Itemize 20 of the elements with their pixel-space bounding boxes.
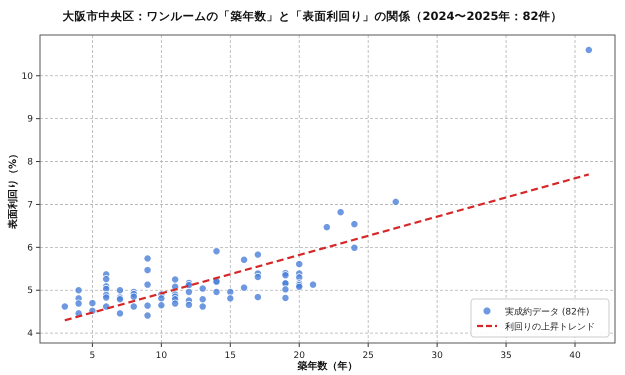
y-axis-title: 表面利回り（%） (7, 148, 19, 230)
x-axis-title: 築年数（年） (296, 360, 358, 372)
y-tick-label: 8 (27, 158, 34, 168)
y-tick-label: 5 (27, 286, 33, 296)
x-tick-label: 30 (431, 351, 444, 361)
y-tick-label: 6 (27, 243, 34, 254)
x-tick-label: 25 (362, 351, 374, 361)
x-tick-label: 5 (90, 351, 96, 361)
y-tick-label: 4 (27, 329, 34, 340)
x-tick-label: 35 (500, 351, 512, 361)
x-tick-label: 15 (224, 351, 236, 361)
y-tick-label: 9 (27, 114, 34, 125)
y-tick-label: 7 (27, 200, 33, 210)
y-tick-label: 10 (22, 72, 34, 82)
x-tick-label: 10 (156, 351, 168, 361)
x-tick-label: 40 (569, 351, 582, 361)
legend-label: 実成約データ (82件) (505, 306, 590, 318)
chart-title: 大阪市中央区：ワンルームの「築年数」と「表面利回り」の関係（2024〜2025年：82件） (62, 9, 563, 23)
legend-label: 利回りの上昇トレンド (505, 322, 595, 332)
x-tick-label: 20 (294, 351, 306, 361)
